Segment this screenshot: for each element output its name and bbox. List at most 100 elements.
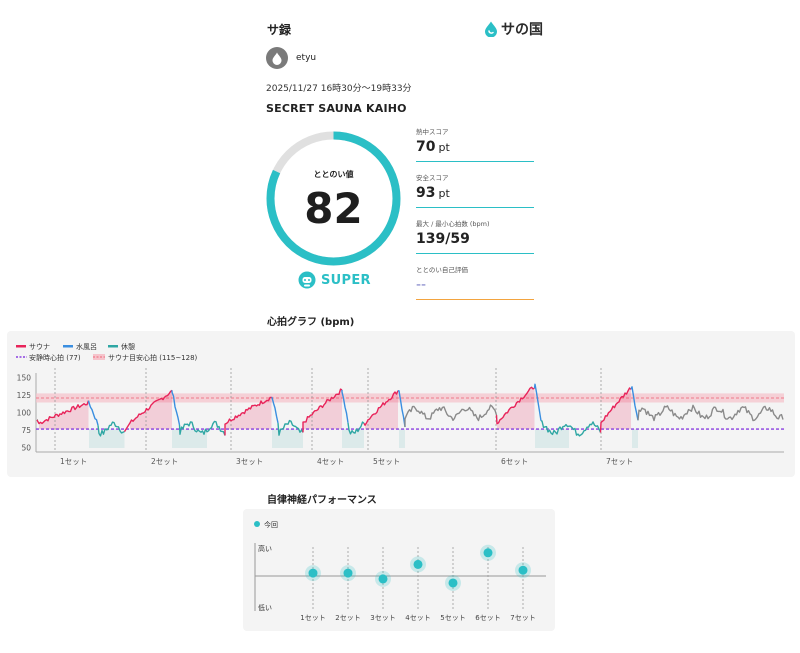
legend-swatch-rest [108, 345, 118, 348]
set-label: 5セット [373, 457, 400, 466]
legend-current: 今回 [264, 520, 278, 529]
ans-point[interactable] [378, 574, 388, 584]
cold-line [397, 389, 406, 428]
user-info[interactable]: etyu [266, 47, 316, 69]
sauna-line [495, 386, 535, 425]
y-tick-label: 150 [17, 374, 32, 383]
legend: サウナ 水風呂 休憩 安静時心拍 (77) サウナ目安心拍 (115~128) [16, 342, 198, 362]
sauna-area [39, 400, 89, 430]
score-label: 安全スコア [416, 174, 449, 182]
rest-line [178, 420, 226, 436]
score-label: ととのい自己評価 [416, 266, 468, 274]
drop-logo-icon [485, 21, 497, 37]
cold-line [533, 383, 542, 421]
cold-line [171, 390, 181, 426]
totonoi-gauge [266, 131, 401, 266]
sauna-line [36, 400, 90, 425]
gauge-value: 82 [304, 184, 363, 233]
cold-line [630, 386, 639, 421]
score-value: 139/59 [416, 231, 470, 247]
ans-point[interactable] [343, 568, 353, 578]
legend-swatch-sauna [16, 345, 26, 348]
sauna-line [224, 396, 272, 436]
y-label-low: 低い [258, 603, 272, 612]
ans-point[interactable] [518, 565, 528, 575]
logo-text: サの国 [501, 22, 543, 38]
y-tick-label: 50 [21, 444, 31, 453]
set-label: 7セット [606, 457, 633, 466]
rank-badge: SUPER [298, 271, 371, 289]
avatar[interactable] [266, 47, 288, 69]
cold-line [341, 389, 349, 423]
app-logo: サの国 [484, 19, 543, 39]
safety-score: 安全スコア 93 pt [416, 172, 534, 208]
sauna-area [601, 388, 631, 430]
set-label: 2セット [335, 614, 360, 622]
ans-point[interactable] [483, 548, 493, 558]
sauna-area [130, 390, 172, 430]
y-tick-label: 75 [21, 426, 31, 435]
set-label: 4セット [317, 457, 344, 466]
legend-dot-current [254, 521, 260, 527]
sauna-area [365, 390, 398, 430]
score-label: 熱中スコア [416, 128, 449, 136]
legend-swatch-target [93, 354, 105, 360]
rest-area [342, 429, 364, 448]
robot-face-icon [298, 271, 316, 289]
sauna-line [302, 388, 343, 433]
ans-point[interactable] [413, 559, 423, 569]
y-tick-label: 125 [17, 391, 32, 400]
gauge-label: ととのい値 [313, 170, 354, 179]
heart-rate-plot: 150 125 100 75 50 1セット 2セット 3セット 4セット 5セット 6セット 7セッ… [17, 368, 784, 466]
cold-line [87, 400, 99, 426]
set-label: 6セット [501, 457, 528, 466]
ans-point[interactable] [308, 568, 318, 578]
set-label: 1セット [300, 614, 325, 622]
y-tick-label: 100 [17, 409, 32, 418]
target-hr-band [36, 393, 784, 403]
rest-area [535, 429, 569, 448]
rest-line [97, 421, 125, 437]
rest-line [347, 421, 365, 435]
set-label: 4セット [405, 614, 430, 622]
legend-rest: 休憩 [121, 342, 135, 351]
ans-chart: 今回 高い 低い 1セット 2セット 3セット 4セット 5セット 6セット 7セット [254, 520, 546, 622]
score-value: 70 pt [416, 139, 450, 155]
heart-rate-chart: サウナ 水風呂 休憩 安静時心拍 (77) サウナ目安心拍 (115~128) … [16, 342, 784, 466]
cold-line [271, 396, 279, 424]
legend-cold: 水風呂 [76, 342, 97, 351]
legend-swatch-cold [63, 345, 73, 348]
legend-resting: 安静時心拍 (77) [29, 353, 81, 362]
legend-target: サウナ目安心拍 (115~128) [108, 353, 198, 362]
set-label: 3セット [370, 614, 395, 622]
rest-line [277, 419, 304, 436]
score-value: 93 pt [416, 185, 450, 201]
set-label: 3セット [236, 457, 263, 466]
rest-line [540, 420, 602, 437]
set-label: 7セット [510, 614, 535, 622]
heart-rate-section-title: 心拍グラフ (bpm) [267, 317, 355, 328]
self-evaluation[interactable]: ととのい自己評価 -- [416, 264, 534, 300]
max-min-heart-rate: 最大 / 最小心拍数 (bpm) 139/59 [416, 218, 534, 254]
legend-sauna: サウナ [29, 343, 50, 351]
rest-area [632, 429, 638, 448]
facility-name[interactable]: SECRET SAUNA KAIHO [266, 102, 407, 115]
rest-area [272, 429, 303, 448]
gauge-progress-arc [266, 131, 401, 266]
sauna-area [303, 389, 342, 430]
heart-rate-panel: サウナ 水風呂 休憩 安静時心拍 (77) サウナ目安心拍 (115~128) … [7, 331, 795, 477]
score-label: 最大 / 最小心拍数 (bpm) [416, 220, 490, 228]
ans-panel: 今回 高い 低い 1セット 2セット 3セット 4セット 5セット 6セット 7セット [243, 509, 555, 631]
set-label: 6セット [475, 614, 500, 622]
set-label: 1セット [60, 457, 87, 466]
ans-section-title: 自律神経パフォーマンス [267, 495, 377, 506]
ans-point[interactable] [448, 578, 458, 588]
grey-line [637, 404, 784, 422]
rest-area [89, 429, 125, 448]
sauna-line [363, 390, 399, 426]
rest-area [399, 429, 405, 448]
page-title: サ録 [267, 23, 292, 37]
set-label: 2セット [151, 457, 178, 466]
y-label-high: 高い [258, 544, 272, 553]
heat-score: 熱中スコア 70 pt [416, 126, 534, 162]
